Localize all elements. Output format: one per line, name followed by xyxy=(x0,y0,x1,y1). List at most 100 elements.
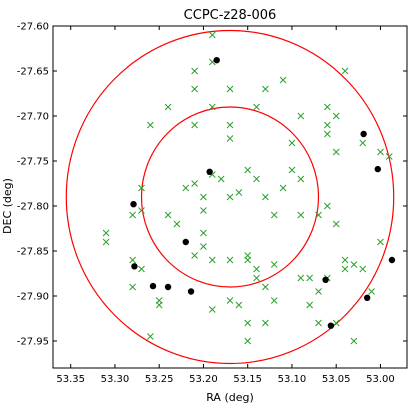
x-tick-label: 53.30 xyxy=(101,374,130,385)
x-tick-label: 53.25 xyxy=(145,374,174,385)
x-marker-point xyxy=(262,319,269,327)
x-marker-point xyxy=(191,85,198,93)
x-marker-point xyxy=(315,288,322,295)
dot-marker-point xyxy=(164,283,172,291)
x-marker-point xyxy=(217,175,225,183)
x-marker-point xyxy=(341,265,349,273)
x-marker-point xyxy=(200,229,207,237)
x-marker-point xyxy=(297,211,305,219)
x-marker-point xyxy=(235,301,243,309)
x-marker-point xyxy=(253,265,260,273)
x-marker-point xyxy=(129,211,137,219)
x-marker-point xyxy=(306,301,314,309)
y-axis-label: DEC (deg) xyxy=(1,178,14,234)
dot-marker-point xyxy=(182,238,189,246)
x-marker-point xyxy=(377,238,384,246)
x-tick-label: 53.10 xyxy=(278,374,307,385)
x-marker-point xyxy=(359,265,367,273)
x-marker-point xyxy=(102,229,110,237)
circles-layer xyxy=(65,29,395,365)
x-marker-point xyxy=(191,252,198,259)
x-marker-point xyxy=(385,153,393,160)
ticks-layer: 53.35 53.30 53.25 53.20 53.15 53.10 53.05 53.00… xyxy=(17,22,407,385)
region-circle-1 xyxy=(65,29,395,365)
x-marker-point xyxy=(244,252,252,259)
dot-marker-point xyxy=(388,256,396,264)
x-tick-label: 53.00 xyxy=(366,374,395,385)
x-tick-label: 53.15 xyxy=(233,374,262,385)
x-marker-point xyxy=(306,274,314,282)
x-marker-point xyxy=(323,130,331,138)
x-marker-point xyxy=(359,139,367,147)
dot-marker-point xyxy=(374,165,381,173)
y-tick-label: -27.85 xyxy=(17,247,49,258)
points-layer xyxy=(102,31,396,345)
x-marker-point xyxy=(288,139,296,147)
x-marker-point xyxy=(244,166,252,174)
x-marker-point xyxy=(323,121,331,129)
x-marker-point xyxy=(262,283,269,291)
dot-marker-point xyxy=(360,130,367,138)
x-marker-point xyxy=(315,211,322,219)
x-marker-point xyxy=(226,135,234,142)
plot-frame xyxy=(52,25,408,369)
x-marker-point xyxy=(200,193,207,201)
x-tick-label: 53.05 xyxy=(322,374,351,385)
x-marker-point xyxy=(341,67,349,75)
x-marker-point xyxy=(226,85,234,93)
y-tick-label: -27.95 xyxy=(17,337,49,348)
x-marker-point xyxy=(253,175,260,183)
x-marker-point xyxy=(208,31,216,39)
x-marker-point xyxy=(323,103,331,111)
x-marker-point xyxy=(129,256,137,264)
x-marker-point xyxy=(297,175,305,183)
x-marker-point xyxy=(138,207,145,214)
x-marker-point xyxy=(377,148,384,156)
x-marker-point xyxy=(129,283,137,291)
x-marker-point xyxy=(208,256,216,264)
x-marker-point xyxy=(208,103,216,111)
x-marker-point xyxy=(226,193,234,201)
x-marker-point xyxy=(253,103,260,111)
y-tick-label: -27.75 xyxy=(17,157,49,168)
dot-marker-point xyxy=(322,276,329,283)
x-marker-point xyxy=(155,297,163,304)
x-marker-point xyxy=(244,337,252,345)
x-marker-point xyxy=(288,166,296,174)
x-marker-point xyxy=(200,207,207,214)
x-marker-point xyxy=(191,67,198,75)
x-marker-point xyxy=(146,121,154,129)
x-marker-point xyxy=(146,333,154,340)
x-marker-point xyxy=(332,220,340,228)
x-tick-label: 53.35 xyxy=(56,374,85,385)
x-marker-point xyxy=(182,184,190,192)
x-marker-point xyxy=(279,76,287,84)
x-marker-point xyxy=(350,261,358,268)
x-marker-point xyxy=(270,211,278,219)
x-marker-point xyxy=(191,121,198,129)
x-marker-point xyxy=(208,306,216,313)
y-tick-label: -27.65 xyxy=(17,67,49,78)
x-marker-point xyxy=(297,112,305,120)
x-tick-label: 53.20 xyxy=(189,374,218,385)
x-marker-point xyxy=(262,193,269,201)
x-marker-point xyxy=(332,148,340,156)
dot-marker-point xyxy=(131,263,138,270)
x-marker-point xyxy=(102,238,110,246)
x-marker-point xyxy=(235,189,243,196)
x-marker-point xyxy=(332,112,340,120)
y-tick-label: -27.90 xyxy=(17,292,49,303)
x-marker-point xyxy=(226,256,234,264)
dot-marker-point xyxy=(187,288,195,295)
x-marker-point xyxy=(270,261,278,268)
x-marker-point xyxy=(226,297,234,304)
dot-marker-point xyxy=(206,168,213,175)
x-marker-point xyxy=(341,256,349,264)
x-marker-point xyxy=(279,184,287,192)
x-marker-point xyxy=(315,319,322,327)
y-tick-label: -27.60 xyxy=(17,22,49,33)
x-marker-point xyxy=(138,265,145,273)
dot-marker-point xyxy=(327,322,335,329)
x-marker-point xyxy=(323,202,331,210)
